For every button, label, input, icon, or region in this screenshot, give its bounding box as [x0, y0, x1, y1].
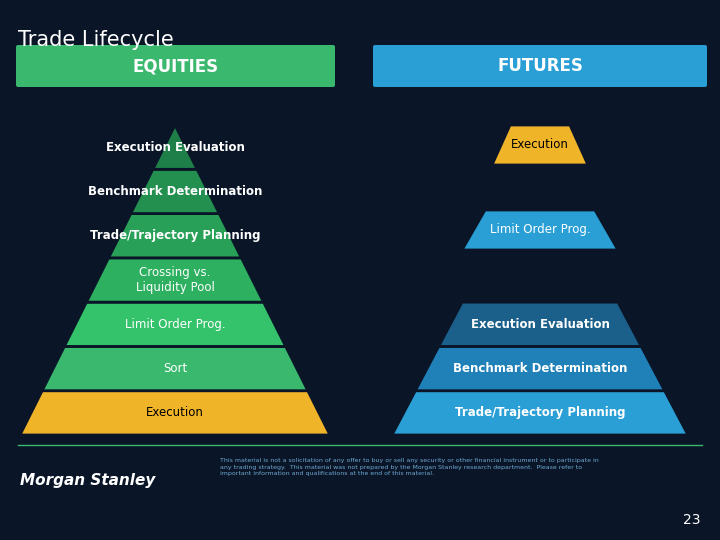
Text: Crossing vs.
Liquidity Pool: Crossing vs. Liquidity Pool [135, 266, 215, 294]
Polygon shape [64, 302, 286, 347]
Text: Benchmark Determination: Benchmark Determination [453, 362, 627, 375]
Text: FUTURES: FUTURES [497, 57, 583, 75]
Text: 23: 23 [683, 513, 700, 527]
Text: Trade/Trajectory Planning: Trade/Trajectory Planning [90, 229, 260, 242]
Text: Execution Evaluation: Execution Evaluation [106, 140, 244, 154]
Text: Execution Evaluation: Execution Evaluation [471, 318, 609, 331]
Text: Limit Order Prog.: Limit Order Prog. [125, 318, 225, 331]
Polygon shape [415, 347, 665, 391]
Text: Limit Order Prog.: Limit Order Prog. [490, 224, 590, 237]
Polygon shape [20, 391, 330, 435]
Text: Benchmark Determination: Benchmark Determination [88, 185, 262, 198]
Polygon shape [392, 391, 688, 435]
Polygon shape [42, 347, 308, 391]
Polygon shape [492, 125, 588, 165]
Text: Execution: Execution [146, 407, 204, 420]
Polygon shape [109, 214, 241, 258]
Text: EQUITIES: EQUITIES [132, 57, 219, 75]
FancyBboxPatch shape [16, 45, 335, 87]
Text: Trade Lifecycle: Trade Lifecycle [18, 30, 174, 50]
Text: Trade/Trajectory Planning: Trade/Trajectory Planning [455, 407, 625, 420]
Polygon shape [86, 258, 264, 302]
Polygon shape [153, 125, 197, 169]
Text: Sort: Sort [163, 362, 187, 375]
Text: Morgan Stanley: Morgan Stanley [20, 472, 156, 488]
Polygon shape [438, 302, 642, 347]
Text: Execution: Execution [511, 138, 569, 152]
Polygon shape [462, 210, 618, 250]
FancyBboxPatch shape [373, 45, 707, 87]
Polygon shape [131, 169, 220, 214]
Text: This material is not a solicitation of any offer to buy or sell any security or : This material is not a solicitation of a… [220, 458, 599, 476]
